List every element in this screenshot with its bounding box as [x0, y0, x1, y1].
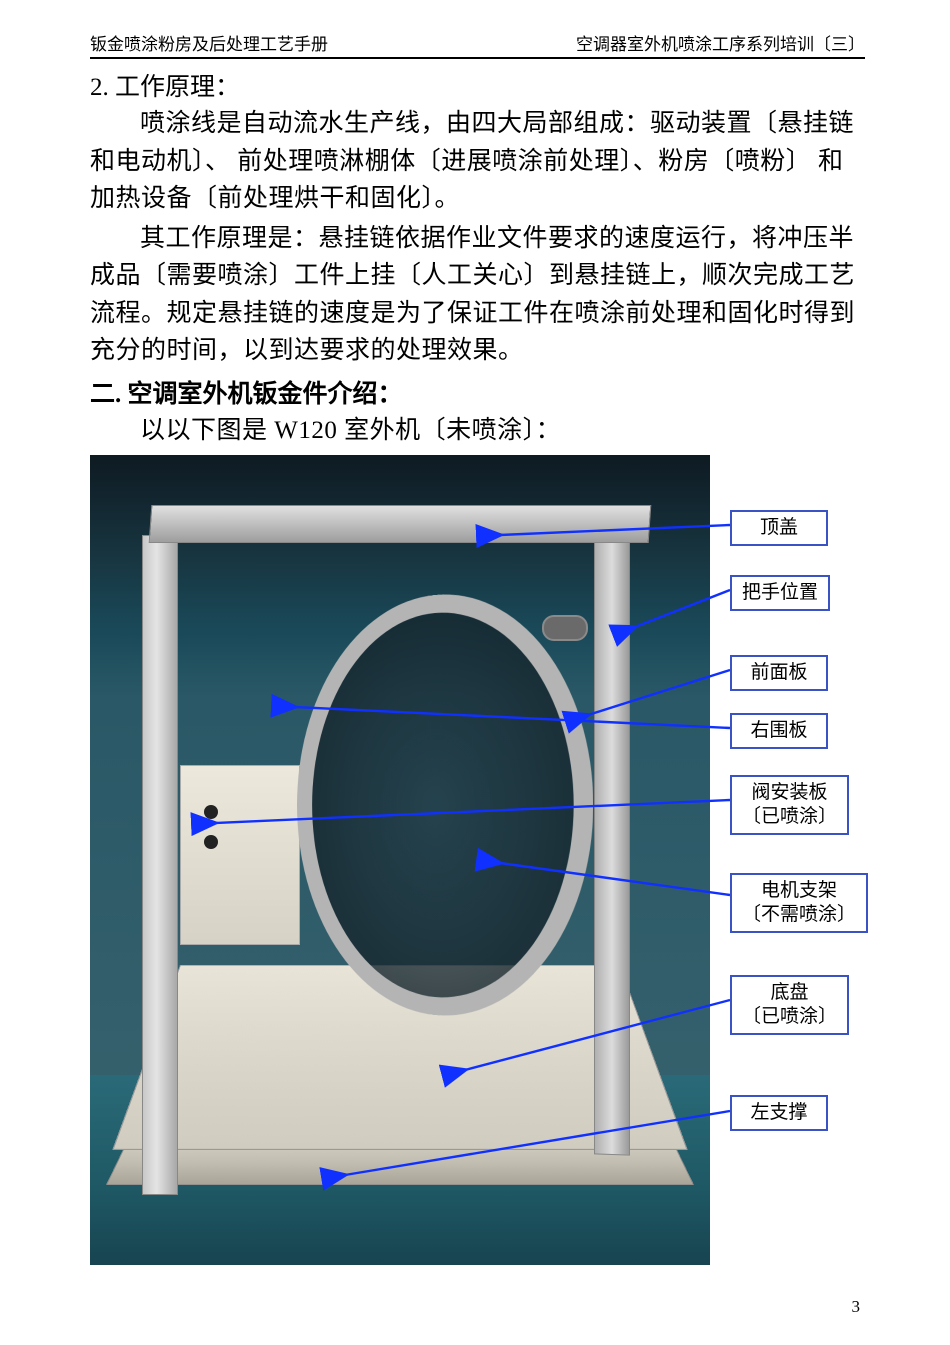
lbl-left-sup: 左支撑 — [730, 1095, 828, 1131]
page-header: 钣金喷涂粉房及后处理工艺手册 空调器室外机喷涂工序系列培训〔三〕 — [90, 30, 865, 59]
lbl-valve: 阀安装板〔已喷涂〕 — [730, 775, 849, 835]
lbl-top-cover: 顶盖 — [730, 510, 828, 546]
lbl-right: 右围板 — [730, 713, 828, 749]
header-left: 钣金喷涂粉房及后处理工艺手册 — [90, 30, 328, 55]
header-right: 空调器室外机喷涂工序系列培训〔三〕 — [576, 30, 865, 55]
outdoor-unit-photo — [90, 455, 710, 1265]
paragraph-1: 喷涂线是自动流水生产线，由四大局部组成：驱动装置〔悬挂链和电动机〕、 前处理喷淋… — [90, 105, 865, 218]
figure-caption: 以以下图是 W120 室外机〔未喷涂〕： — [90, 412, 865, 450]
lbl-motor: 电机支架〔不需喷涂〕 — [730, 873, 868, 933]
lbl-front: 前面板 — [730, 655, 828, 691]
section-2-heading: 2. 工作原理： — [90, 67, 865, 103]
page-number: 3 — [852, 1297, 861, 1317]
lbl-handle: 把手位置 — [730, 575, 830, 611]
annotated-figure: 顶盖把手位置前面板右围板阀安装板〔已喷涂〕电机支架〔不需喷涂〕底盘〔已喷涂〕左支… — [90, 455, 868, 1265]
paragraph-2: 其工作原理是：悬挂链依据作业文件要求的速度运行，将冲压半成品〔需要喷涂〕工件上挂… — [90, 220, 865, 370]
lbl-base: 底盘〔已喷涂〕 — [730, 975, 849, 1035]
section-ii-heading: 二. 空调室外机钣金件介绍： — [90, 374, 865, 410]
